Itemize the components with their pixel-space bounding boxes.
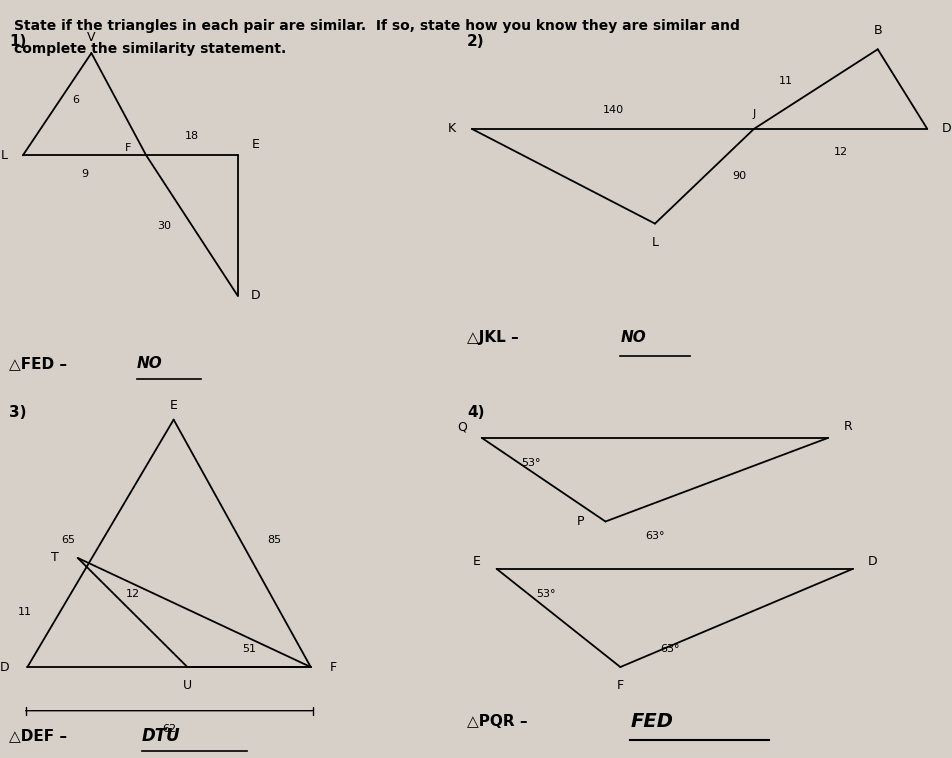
Text: 6: 6 — [72, 96, 79, 105]
Text: 2): 2) — [466, 34, 485, 49]
Text: 63°: 63° — [645, 531, 664, 541]
Text: △PQR –: △PQR – — [466, 714, 533, 729]
Text: 85: 85 — [268, 534, 281, 545]
Text: R: R — [843, 421, 852, 434]
Text: DTU: DTU — [142, 727, 180, 745]
Text: F: F — [125, 143, 131, 153]
Text: U: U — [183, 678, 192, 692]
Text: 53°: 53° — [536, 589, 556, 600]
Text: E: E — [252, 137, 260, 151]
Text: 30: 30 — [157, 221, 171, 230]
Text: Q: Q — [457, 421, 466, 434]
Text: 62: 62 — [162, 724, 176, 734]
Text: 12: 12 — [126, 589, 140, 600]
Text: NO: NO — [137, 356, 163, 371]
Text: △JKL –: △JKL – — [466, 330, 524, 345]
Text: △DEF –: △DEF – — [10, 728, 72, 744]
Text: J: J — [752, 108, 756, 119]
Text: B: B — [873, 23, 883, 37]
Text: 53°: 53° — [522, 459, 541, 468]
Text: E: E — [473, 555, 481, 568]
Text: 3): 3) — [10, 405, 27, 420]
Text: 9: 9 — [81, 169, 89, 180]
Text: 11: 11 — [18, 607, 32, 618]
Text: D: D — [0, 660, 10, 674]
Text: △FED –: △FED – — [10, 356, 72, 371]
Text: NO: NO — [621, 330, 646, 345]
Text: L: L — [651, 236, 659, 249]
Text: P: P — [577, 515, 585, 528]
Text: V: V — [88, 31, 95, 45]
Text: L: L — [1, 149, 8, 162]
Text: 4): 4) — [466, 405, 485, 420]
Text: F: F — [330, 660, 337, 674]
Text: 1): 1) — [10, 34, 27, 49]
Text: complete the similarity statement.: complete the similarity statement. — [14, 42, 287, 55]
Text: 90: 90 — [732, 171, 746, 181]
Text: D: D — [942, 122, 952, 136]
Text: D: D — [868, 555, 878, 568]
Text: E: E — [169, 399, 178, 412]
Text: 12: 12 — [834, 146, 847, 157]
Text: 11: 11 — [779, 77, 793, 86]
Text: FED: FED — [630, 712, 673, 731]
Text: T: T — [51, 551, 59, 565]
Text: 140: 140 — [603, 105, 624, 115]
Text: D: D — [251, 289, 261, 302]
Text: 51: 51 — [242, 644, 256, 654]
Text: 18: 18 — [185, 131, 199, 142]
Text: K: K — [448, 122, 456, 136]
Text: F: F — [617, 678, 624, 692]
Text: 65: 65 — [62, 534, 75, 545]
Text: State if the triangles in each pair are similar.  If so, state how you know they: State if the triangles in each pair are … — [14, 19, 740, 33]
Text: 63°: 63° — [660, 644, 680, 654]
